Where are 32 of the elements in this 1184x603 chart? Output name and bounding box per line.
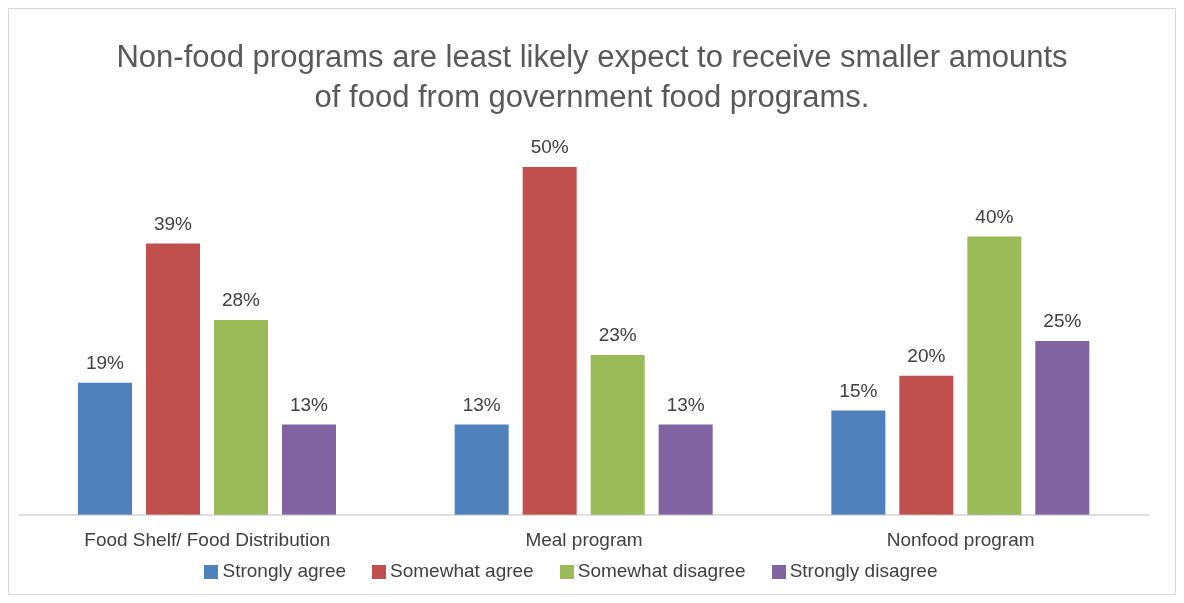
bar [658,424,713,515]
bar [78,382,132,515]
data-label: 19% [85,351,125,373]
data-label: 20% [907,344,946,366]
bar [1035,341,1090,515]
data-label: 15% [839,379,878,401]
bar [831,410,886,515]
data-label: 50% [530,136,569,157]
bar [967,236,1022,515]
bar [282,424,336,515]
legend-label: Strongly agree [222,560,347,581]
x-tick-label: Nonfood program [886,529,1035,551]
data-label: 13% [666,393,705,415]
data-label: 13% [289,393,329,415]
x-tick-label: Meal program [525,529,643,551]
legend-label: Strongly disagree [789,560,938,581]
data-label: 28% [221,289,261,311]
bar [214,320,268,515]
bar [146,243,200,515]
bar [590,354,645,515]
legend-label: Somewhat agree [390,560,534,581]
data-label: 25% [1043,310,1082,331]
data-label: 39% [153,212,193,234]
bar [899,375,954,515]
bar [522,167,577,515]
x-tick-label: Food Shelf/ Food Distribution [84,529,331,551]
legend-label: Somewhat disagree [577,560,746,581]
chart-title: Non-food programs are least likely expect to receive smaller amounts of food from government food programs. [115,38,1069,116]
data-label: 23% [598,323,637,345]
data-label: 40% [975,205,1014,227]
bar [454,424,509,515]
data-label: 13% [462,393,501,415]
